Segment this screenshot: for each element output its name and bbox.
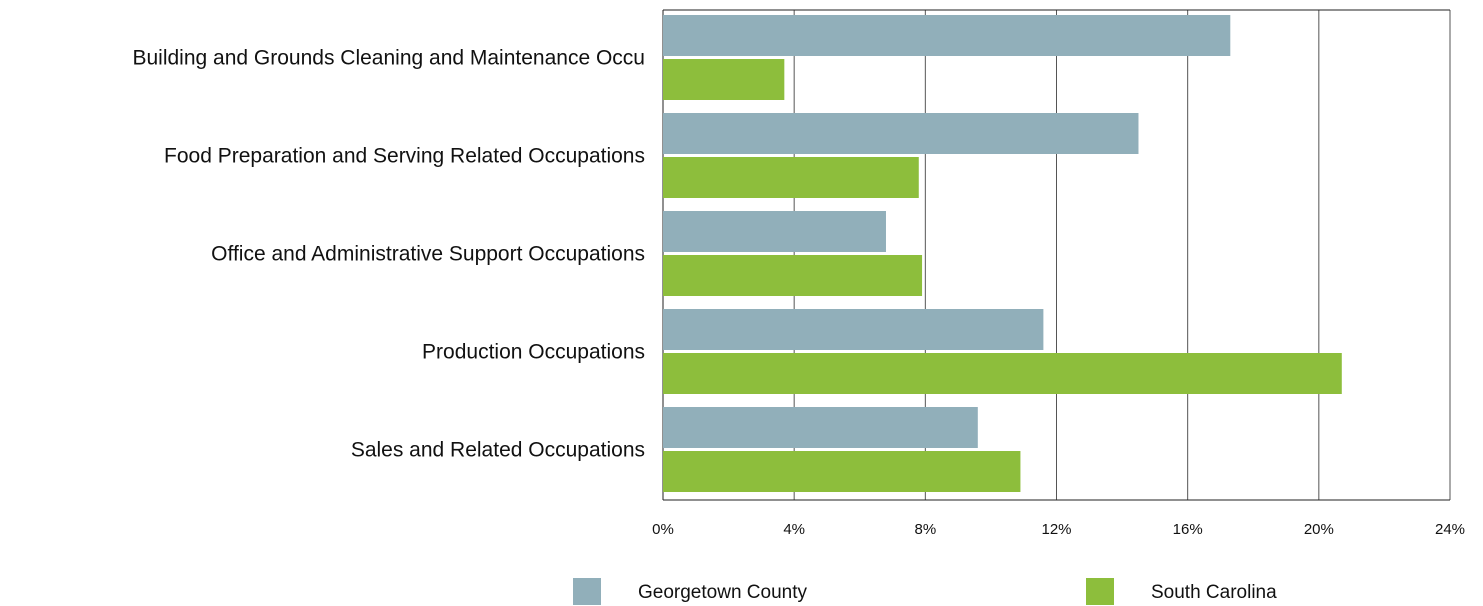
x-tick-label: 24% — [1435, 521, 1465, 538]
legend-label: South Carolina — [1151, 582, 1277, 603]
bar — [663, 157, 919, 198]
y-tick-label: Sales and Related Occupations — [351, 439, 645, 462]
bar — [663, 407, 978, 448]
bar — [663, 59, 785, 100]
x-tick-label: 4% — [783, 521, 805, 538]
legend-swatch — [573, 578, 601, 605]
y-tick-label: Production Occupations — [422, 341, 645, 364]
bar — [663, 451, 1021, 492]
legend-label: Georgetown County — [638, 582, 807, 603]
bar — [663, 15, 1231, 56]
y-tick-label: Office and Administrative Support Occupa… — [211, 243, 645, 266]
bar — [663, 353, 1342, 394]
x-tick-label: 0% — [652, 521, 674, 538]
legend-swatch — [1086, 578, 1114, 605]
x-tick-label: 20% — [1304, 521, 1334, 538]
bar — [663, 255, 923, 296]
x-tick-label: 12% — [1041, 521, 1071, 538]
y-tick-label: Building and Grounds Cleaning and Mainte… — [132, 47, 645, 70]
x-tick-label: 16% — [1173, 521, 1203, 538]
y-tick-label: Food Preparation and Serving Related Occ… — [164, 145, 645, 168]
x-tick-label: 8% — [914, 521, 936, 538]
bar — [663, 211, 886, 252]
bar — [663, 309, 1044, 350]
bar — [663, 113, 1139, 154]
